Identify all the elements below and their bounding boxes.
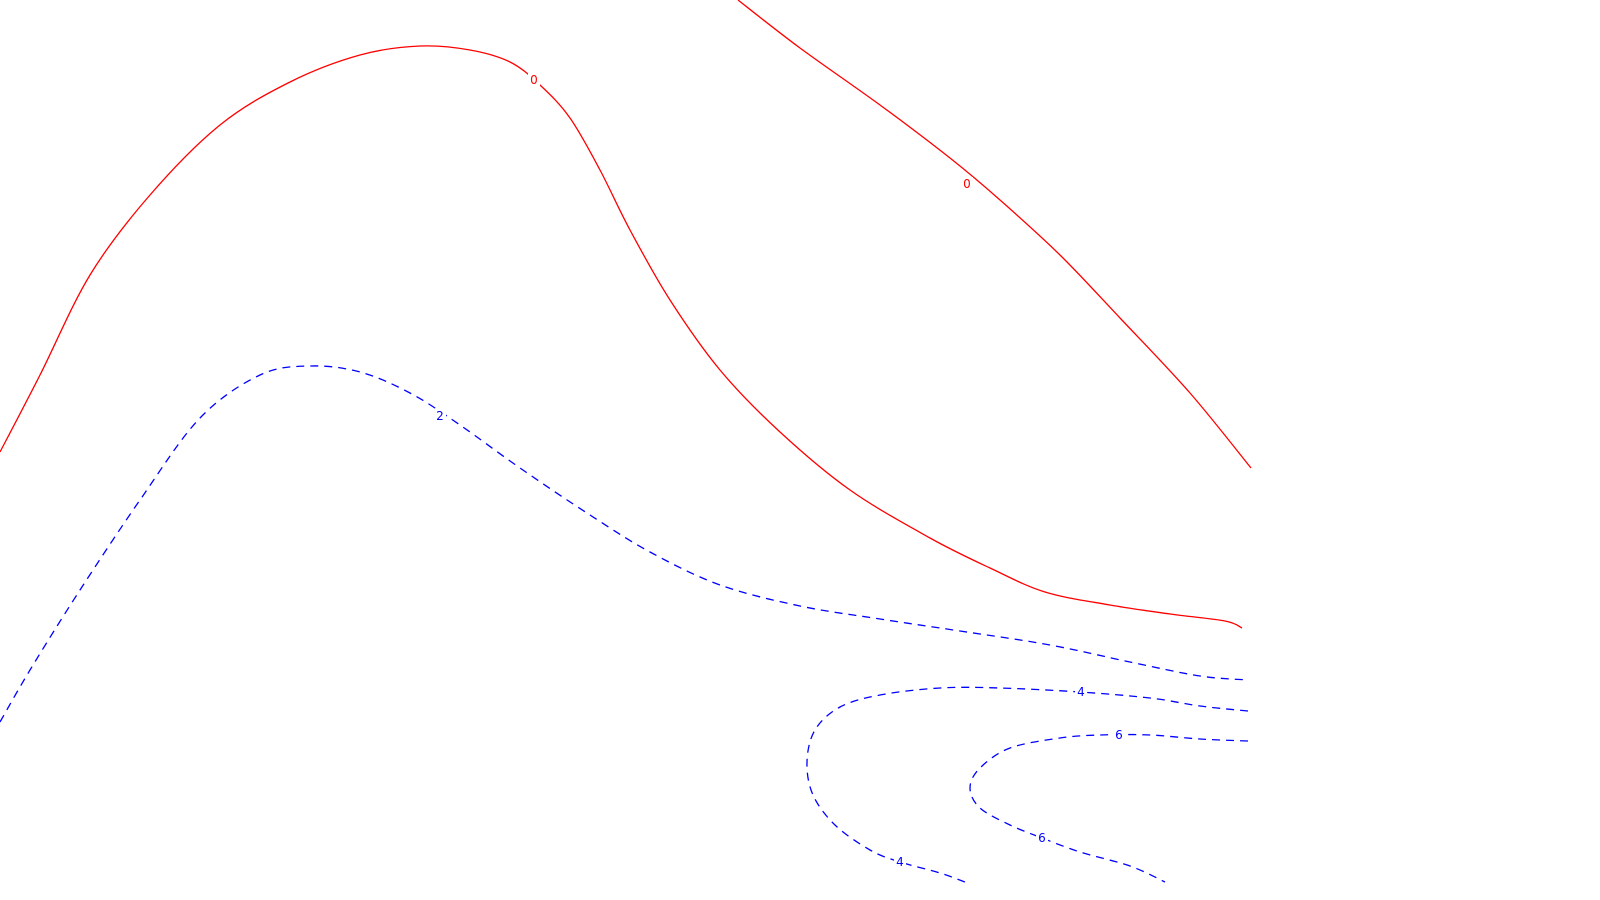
contour-label-gap [434,409,446,423]
contour-label-0-1-1: 0 [530,73,538,87]
contour-label-gap [1036,831,1048,845]
contour-label-gap [1075,685,1087,699]
contour-label-4-4-2: 4 [896,855,904,869]
contour-label-gap [1113,728,1125,742]
contour-line-level-0-2 [737,0,1252,469]
contour-line-level-4-4 [806,686,1249,883]
contour-line-level-0-1 [0,45,1243,629]
contour-labels: 0 0 2 4 4 6 6 [434,73,1125,869]
contour-label-4-4-1: 4 [1077,685,1085,699]
contour-label-gap [961,177,973,191]
contour-label-6-5-2: 6 [1038,831,1046,845]
contour-line-level-6-5 [969,733,1249,883]
contour-label-gap [894,855,906,869]
contour-lines [0,0,1252,883]
contour-line-level-2-3 [0,365,1249,723]
contour-label-gap [528,73,540,87]
contour-label-2-3-1: 2 [436,409,444,423]
contour-label-6-5-1: 6 [1115,728,1123,742]
contour-label-0-2-1: 0 [963,177,971,191]
